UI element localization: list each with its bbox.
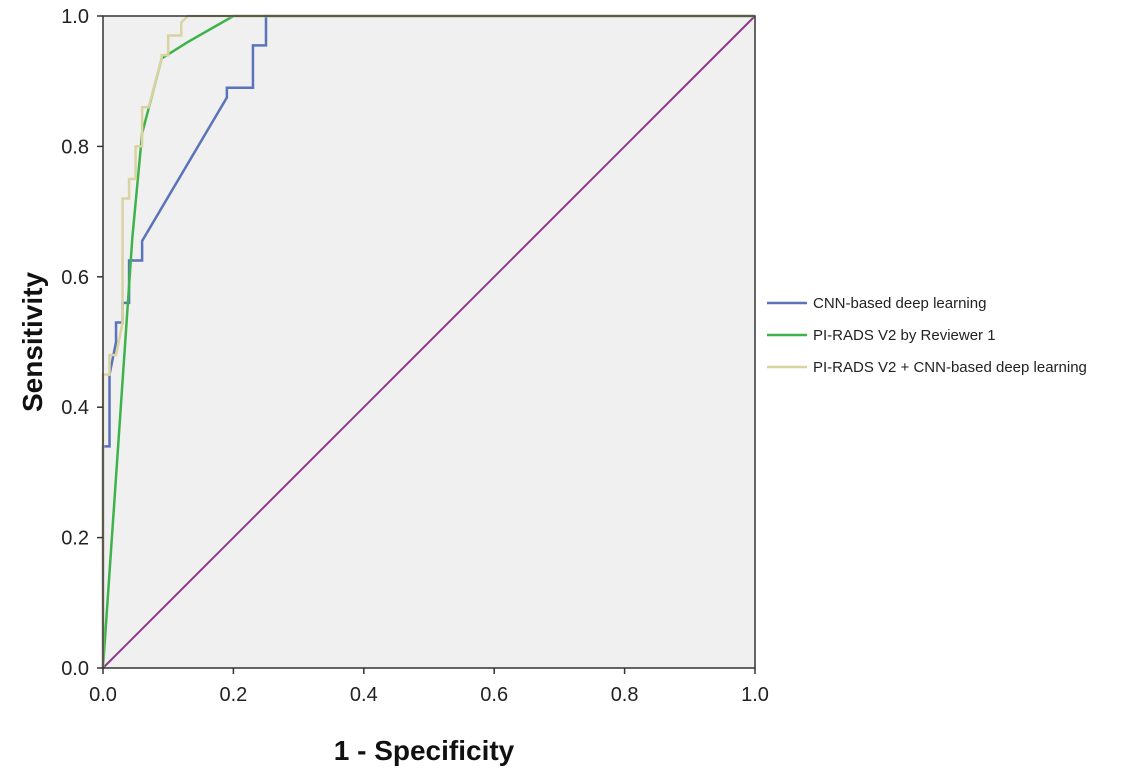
x-tick-label: 0.8 [611,684,639,706]
x-tick-label: 0.4 [350,684,378,706]
y-axis-title: Sensitivity [17,272,48,412]
x-tick-label: 0.6 [480,684,508,706]
axes: 0.0 0.2 0.4 0.6 0.8 1.0 0.0 0.2 0.4 0.6 0.8 1.0 [61,6,769,706]
legend-label-1: CNN-based deep learning [813,295,986,312]
x-tick-label: 0.0 [89,684,117,706]
series-line-3 [101,14,755,668]
y-tick-label: 0.8 [61,136,89,158]
y-tick-label: 0.4 [61,397,89,419]
y-tick-label: 0.0 [61,658,89,680]
x-axis-title: 1 - Specificity [334,735,515,766]
reference-diagonal-line [102,15,756,669]
y-tick-label: 0.2 [61,528,89,550]
legend-label-2: PI-RADS V2 by Reviewer 1 [813,327,996,344]
x-tick-label: 0.2 [219,684,247,706]
plot-area [101,14,756,669]
y-tick-label: 0.6 [61,267,89,289]
legend-label-3: PI-RADS V2 + CNN-based deep learning [813,359,1087,376]
y-tick-label: 1.0 [61,6,89,28]
x-tick-label: 1.0 [741,684,769,706]
legend: CNN-based deep learning PI-RADS V2 by Rev… [767,295,1087,376]
plot-frame [102,15,756,669]
